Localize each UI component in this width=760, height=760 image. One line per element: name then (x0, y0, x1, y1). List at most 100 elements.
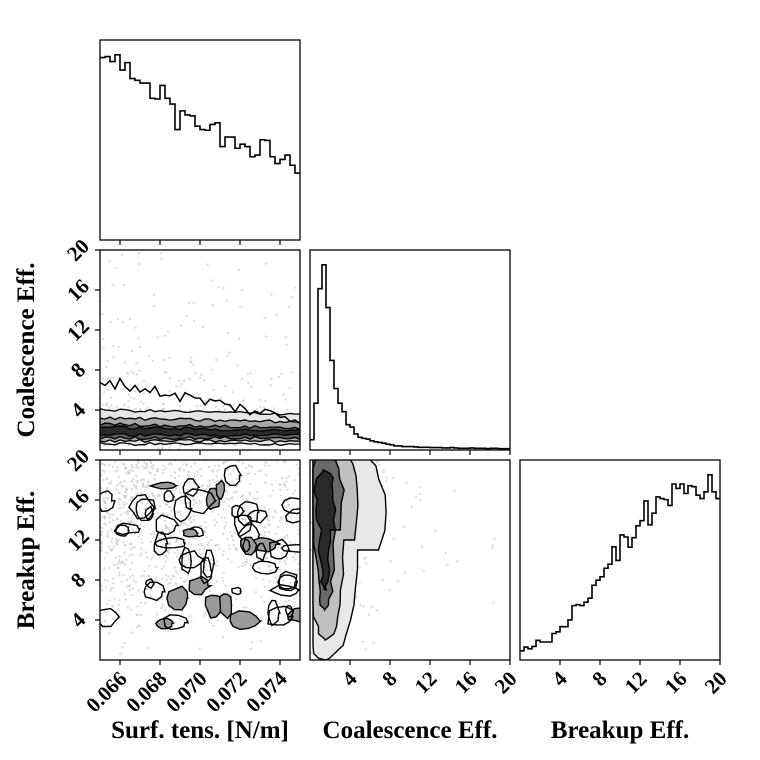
scatter-point (215, 544, 218, 547)
scatter-point (123, 463, 126, 466)
scatter-point (169, 462, 172, 465)
scatter-point (140, 552, 143, 555)
scatter-point (235, 547, 238, 550)
x-tick-label: 0.066 (81, 667, 131, 717)
scatter-point (156, 468, 159, 471)
scatter-point (198, 647, 201, 650)
scatter-point (241, 606, 245, 609)
scatter-point (173, 471, 177, 474)
scatter-point (169, 581, 172, 585)
scatter-point (203, 531, 206, 534)
scatter-point (102, 403, 105, 406)
scatter-point (129, 468, 132, 472)
scatter-point (152, 464, 155, 467)
scatter-point (186, 524, 189, 527)
scatter-point (248, 482, 252, 485)
scatter-point (242, 562, 245, 565)
scatter-point (194, 371, 197, 375)
scatter-point (129, 318, 132, 321)
scatter-point (168, 547, 171, 551)
scatter-point (150, 588, 153, 592)
scatter-point (250, 647, 253, 650)
scatter-point (116, 466, 119, 469)
scatter-point (164, 334, 167, 338)
scatter-point (283, 535, 286, 539)
scatter-point (209, 589, 212, 593)
scatter-point (160, 257, 163, 260)
scatter-point (225, 299, 229, 302)
scatter-point (157, 494, 160, 497)
scatter-point (103, 610, 106, 613)
scatter-point (259, 639, 262, 643)
scatter-point (419, 486, 422, 489)
scatter-point (280, 372, 283, 376)
scatter-point (175, 555, 179, 558)
scatter-point (112, 605, 115, 608)
scatter-point (217, 464, 221, 467)
scatter-point (151, 492, 154, 495)
scatter-point (274, 576, 277, 579)
scatter-point (230, 497, 233, 500)
scatter-point (163, 358, 166, 362)
scatter-point (237, 268, 241, 271)
scatter-point (122, 283, 126, 287)
scatter-point (139, 479, 142, 482)
scatter-point (245, 499, 248, 502)
scatter-point (388, 589, 391, 592)
scatter-point (237, 460, 240, 463)
scatter-point (165, 503, 169, 506)
scatter-point (130, 350, 134, 353)
density-contour (144, 578, 156, 589)
scatter-point (248, 472, 251, 475)
density-contour (143, 581, 166, 602)
scatter-point (211, 510, 214, 514)
scatter-point (214, 464, 217, 468)
scatter-point (174, 487, 178, 490)
scatter-point (241, 462, 244, 465)
scatter-point (130, 463, 133, 466)
scatter-point (244, 512, 247, 516)
scatter-point (162, 468, 165, 472)
density-contour (182, 528, 199, 538)
scatter-point (355, 596, 358, 599)
scatter-point (110, 404, 113, 407)
scatter-point (142, 482, 145, 485)
scatter-point (210, 444, 214, 447)
density-contour (100, 377, 300, 424)
scatter-point (123, 511, 127, 514)
scatter-point (154, 577, 158, 580)
y-tick-label: 12 (62, 524, 94, 556)
scatter-point (280, 516, 283, 519)
scatter-point (279, 494, 283, 497)
scatter-point (184, 463, 188, 466)
x-tick-label: 4 (547, 666, 572, 691)
scatter-point (291, 492, 295, 495)
scatter-point (166, 550, 169, 553)
scatter-point (232, 538, 235, 542)
scatter-point (257, 470, 261, 473)
scatter-point (125, 558, 128, 561)
scatter-point (213, 518, 216, 521)
scatter-point (125, 488, 128, 491)
scatter-point (115, 488, 118, 491)
scatter-point (143, 507, 146, 510)
scatter-point (375, 461, 378, 464)
scatter-point (140, 492, 143, 495)
scatter-point (167, 575, 170, 578)
scatter-point (150, 558, 153, 561)
scatter-point (231, 535, 234, 538)
scatter-point (137, 589, 140, 592)
scatter-point (222, 409, 226, 412)
scatter-point (115, 406, 118, 409)
scatter-point (294, 542, 297, 545)
scatter-point (161, 595, 165, 598)
scatter-point (294, 286, 297, 289)
scatter-point (296, 562, 299, 565)
scatter-point (491, 544, 494, 547)
scatter-point (109, 548, 112, 551)
scatter-point (264, 335, 268, 338)
scatter-point (186, 488, 189, 491)
scatter-point (123, 592, 126, 596)
scatter-point (195, 470, 199, 473)
scatter-point (120, 580, 123, 583)
